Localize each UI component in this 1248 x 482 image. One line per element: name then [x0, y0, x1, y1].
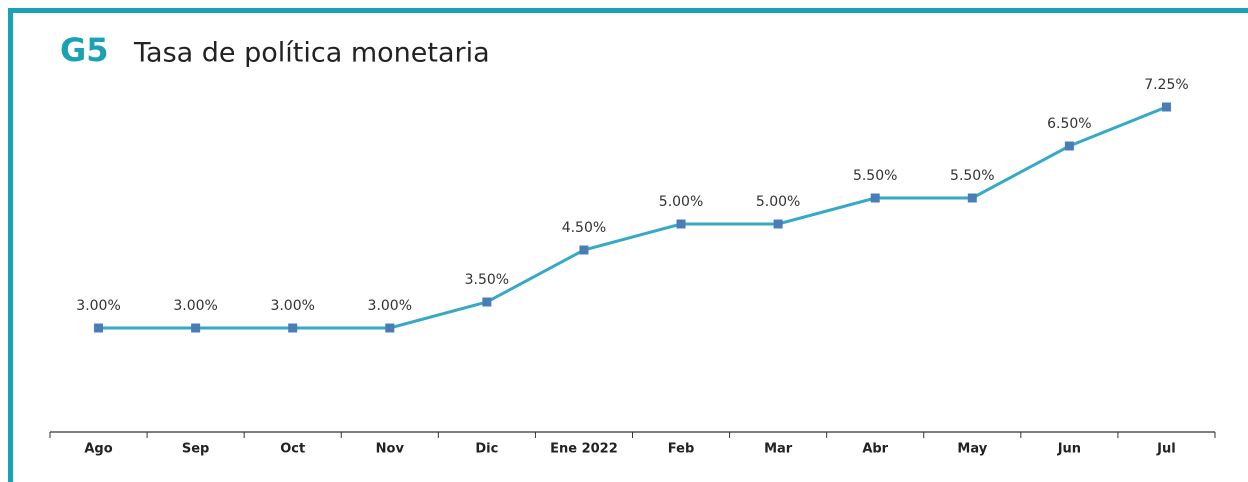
value-label: 3.00%: [270, 298, 314, 314]
frame-left: [8, 8, 13, 482]
value-label: 5.50%: [950, 168, 994, 184]
marker: [288, 323, 298, 333]
line: [98, 105, 1168, 330]
x-tick-label: Feb: [668, 442, 694, 457]
marker: [579, 245, 589, 255]
marker: [385, 323, 395, 333]
x-tick-label: Sep: [182, 442, 210, 457]
chart-subtitle: Tasa de política monetaria: [133, 38, 490, 69]
x-tick-label: Ene 2022: [550, 442, 618, 457]
marker: [1064, 141, 1074, 151]
marker: [191, 323, 201, 333]
value-label: 7.25%: [1144, 77, 1188, 93]
x-tick-label: Jun: [1057, 442, 1081, 457]
marker: [482, 297, 492, 307]
value-label: 3.00%: [173, 298, 217, 314]
marker: [94, 323, 104, 333]
value-label: 6.50%: [1047, 116, 1091, 132]
marker: [1161, 102, 1171, 112]
x-tick-label: Ago: [84, 442, 112, 457]
frame-top: [8, 8, 1248, 13]
value-label: 3.50%: [465, 272, 509, 288]
x-tick-label: Nov: [376, 442, 405, 457]
x-tick-label: Jul: [1156, 442, 1176, 457]
value-label: 5.00%: [756, 194, 800, 210]
marker: [870, 193, 880, 203]
marker: [967, 193, 977, 203]
marker: [773, 219, 783, 229]
value-label: 5.50%: [853, 168, 897, 184]
chart-title: G5: [60, 31, 109, 69]
x-tick-label: Oct: [280, 442, 305, 457]
value-label: 3.00%: [368, 298, 412, 314]
value-label: 3.00%: [76, 298, 120, 314]
value-label: 4.50%: [562, 220, 606, 236]
x-tick-label: May: [957, 442, 987, 457]
x-tick-label: Dic: [475, 442, 498, 457]
x-tick-label: Mar: [764, 442, 793, 457]
marker: [676, 219, 686, 229]
value-label: 5.00%: [659, 194, 703, 210]
x-tick-label: Abr: [862, 442, 888, 457]
